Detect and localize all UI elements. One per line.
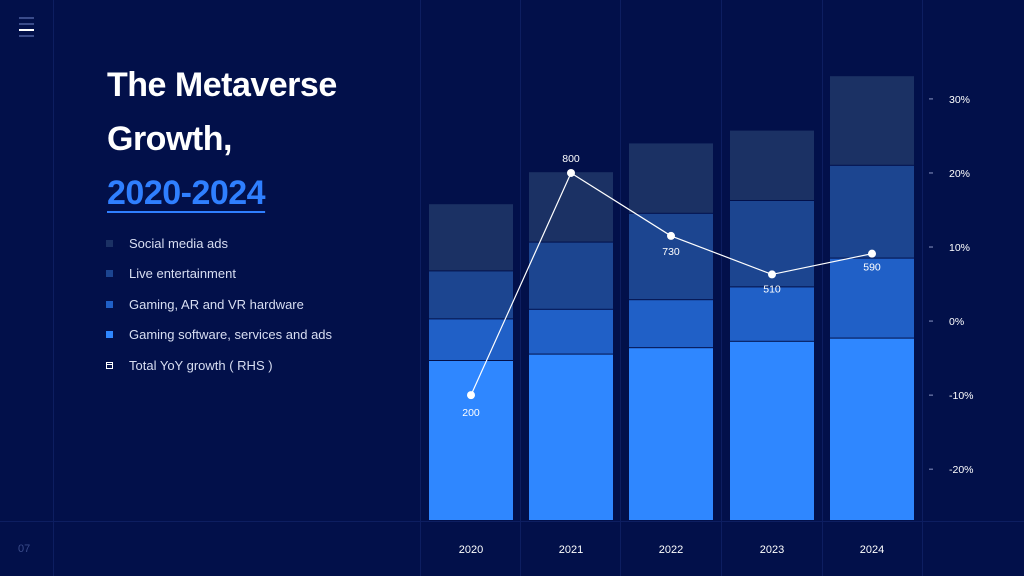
x-tick-label: 2020 xyxy=(459,544,483,556)
title-line-2: Growth, xyxy=(107,120,232,158)
legend-swatch xyxy=(106,300,113,308)
bar-segment xyxy=(629,348,713,520)
bar-segment xyxy=(629,300,713,348)
grid-line-vertical xyxy=(620,0,621,576)
legend-label: Gaming, AR and VR hardware xyxy=(129,296,304,312)
legend-swatch-line xyxy=(106,361,113,369)
bar-segment xyxy=(429,361,513,520)
y2-tick-label: 20% xyxy=(949,168,970,180)
grid-line-vertical xyxy=(922,0,923,576)
page-number: 07 xyxy=(18,543,31,555)
growth-point xyxy=(467,391,475,400)
grid-line-vertical xyxy=(53,0,54,576)
legend-item: Gaming, AR and VR hardware xyxy=(106,289,332,320)
bar-segment xyxy=(830,258,914,338)
data-label: 730 xyxy=(662,246,680,258)
legend-item: Gaming software, services and ads xyxy=(106,320,332,351)
bar-segment xyxy=(429,271,513,319)
bar-segment xyxy=(730,130,814,200)
y2-tick-label: 10% xyxy=(949,242,970,254)
bar-segment xyxy=(529,242,613,309)
growth-point xyxy=(667,231,675,240)
bar-segment xyxy=(730,341,814,520)
growth-point xyxy=(868,249,876,258)
title-line-3: 2020-2024 xyxy=(107,174,266,212)
y2-tick-label: 0% xyxy=(949,316,964,328)
grid-line-vertical xyxy=(420,0,421,576)
data-label: 590 xyxy=(863,262,881,274)
legend-swatch xyxy=(106,331,113,339)
bar-segment xyxy=(629,213,713,300)
bar-segment xyxy=(830,338,914,520)
legend-swatch xyxy=(106,239,113,247)
bar-segment xyxy=(629,143,713,213)
legend-item: Live entertainment xyxy=(106,259,332,290)
bar-segment xyxy=(529,309,613,354)
x-tick-label: 2023 xyxy=(760,544,784,556)
title-line-1: The Metaverse xyxy=(107,66,337,104)
bar-segment xyxy=(429,319,513,360)
legend-item: Social media ads xyxy=(106,228,332,259)
x-tick-label: 2021 xyxy=(559,544,583,556)
x-tick-label: 2022 xyxy=(659,544,683,556)
bar-segment xyxy=(529,354,613,520)
bar-segment xyxy=(429,204,513,271)
grid-line-vertical xyxy=(822,0,823,576)
bar-segment xyxy=(730,287,814,341)
grid-line-horizontal xyxy=(0,521,1024,522)
page-title: The Metaverse Growth, 2020-2024 xyxy=(107,58,337,220)
data-label: 510 xyxy=(763,283,781,295)
legend-label: Social media ads xyxy=(129,235,228,251)
legend-swatch xyxy=(106,270,113,278)
data-label: 200 xyxy=(462,407,480,419)
legend-label: Live entertainment xyxy=(129,266,236,282)
bar-segment xyxy=(830,165,914,258)
growth-point xyxy=(567,168,575,177)
legend-label: Total YoY growth ( RHS ) xyxy=(129,357,273,373)
y2-tick-label: -10% xyxy=(949,390,974,402)
legend-label: Gaming software, services and ads xyxy=(129,327,333,343)
y2-tick-label: 30% xyxy=(949,94,970,106)
y2-tick-label: -20% xyxy=(949,464,974,476)
grid-line-vertical xyxy=(721,0,722,576)
bar-segment xyxy=(529,172,613,242)
chart-legend: Social media ads Live entertainment Gami… xyxy=(106,228,332,381)
legend-item: Total YoY growth ( RHS ) xyxy=(106,350,332,381)
menu-icon[interactable] xyxy=(19,17,34,41)
x-tick-label: 2024 xyxy=(860,544,884,556)
bar-segment xyxy=(830,76,914,165)
grid-line-vertical xyxy=(520,0,521,576)
data-label: 800 xyxy=(562,153,580,165)
growth-point xyxy=(768,270,776,279)
